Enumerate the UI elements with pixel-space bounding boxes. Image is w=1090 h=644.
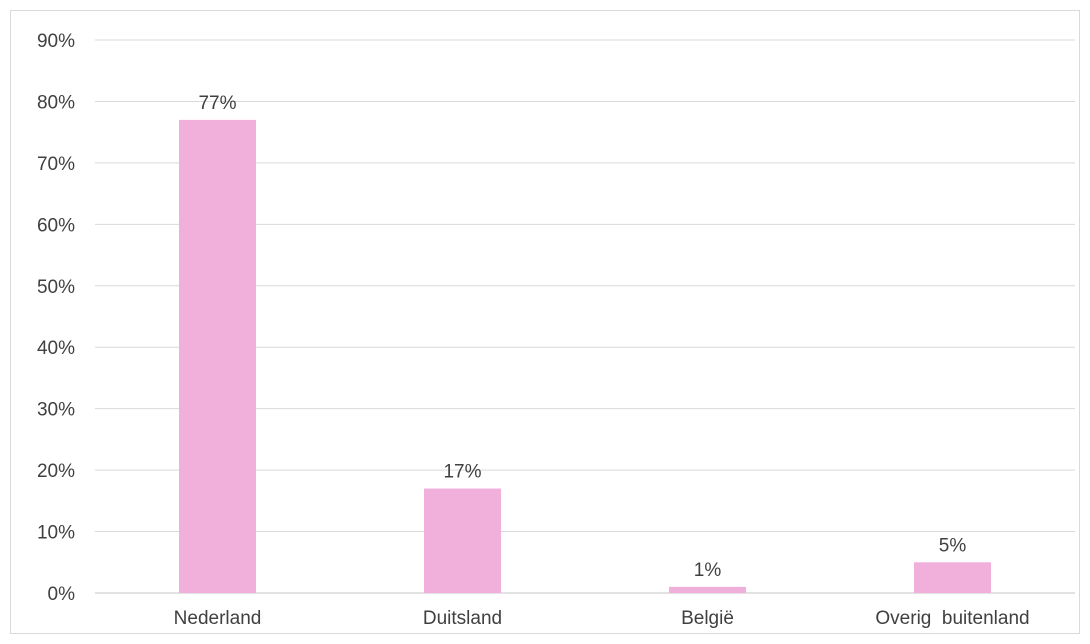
- y-tick-label: 60%: [37, 215, 75, 236]
- y-tick-label: 10%: [37, 523, 75, 544]
- y-axis-ticks: 0% 10% 20% 30% 40% 50% 60% 70% 80% 90%: [37, 31, 75, 605]
- bar-value-label: 77%: [198, 93, 236, 114]
- bar: [669, 586, 746, 593]
- y-tick-label: 70%: [37, 154, 75, 175]
- x-axis-categories: Nederland Duitsland België Overig buitenlan…: [174, 608, 1030, 629]
- x-category-label: Overig buitenland: [875, 608, 1029, 629]
- data-labels: 77% 17% 1% 5%: [198, 93, 966, 581]
- x-category-label: België: [681, 608, 734, 629]
- x-category-label: Nederland: [174, 608, 262, 629]
- gridlines: [95, 39, 1075, 594]
- bars: [179, 119, 991, 593]
- bar: [424, 488, 501, 593]
- y-tick-label: 40%: [37, 338, 75, 359]
- y-tick-label: 30%: [37, 400, 75, 421]
- x-category-label: Duitsland: [423, 608, 502, 629]
- bar-value-label: 1%: [694, 560, 722, 581]
- bar: [179, 119, 256, 593]
- y-tick-label: 50%: [37, 277, 75, 298]
- bar-value-label: 17%: [443, 462, 481, 483]
- y-tick-label: 90%: [37, 31, 75, 52]
- bar: [914, 562, 991, 593]
- bar-value-label: 5%: [939, 535, 967, 556]
- y-tick-label: 0%: [48, 584, 76, 605]
- y-tick-label: 20%: [37, 461, 75, 482]
- y-tick-label: 80%: [37, 92, 75, 113]
